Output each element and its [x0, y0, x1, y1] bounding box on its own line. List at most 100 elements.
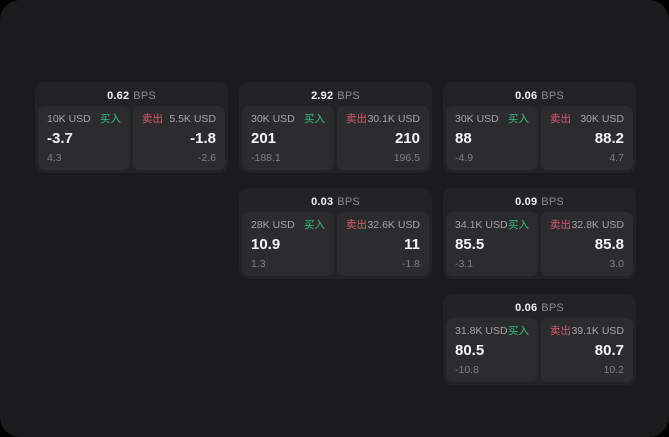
- quote-card[interactable]: 0.62 BPS 10K USD 买入 -3.7 4.3 卖出 5.5K USD: [35, 82, 228, 173]
- bps-unit: BPS: [541, 195, 564, 208]
- bps-header: 0.06 BPS: [446, 297, 633, 318]
- sell-side-label: 卖出: [550, 113, 571, 125]
- sell-amount: 32.6K USD: [367, 219, 420, 231]
- bps-value: 2.92: [311, 89, 334, 102]
- sell-panel-top: 卖出 30K USD: [550, 113, 624, 125]
- sell-panel-top: 卖出 5.5K USD: [142, 113, 216, 125]
- sell-panel[interactable]: 卖出 30.1K USD 210 196.5: [337, 106, 429, 170]
- buy-panel[interactable]: 31.8K USD 买入 80.5 -10.8: [446, 318, 538, 382]
- buy-amount: 30K USD: [251, 113, 295, 125]
- sell-panel[interactable]: 卖出 30K USD 88.2 4.7: [541, 106, 633, 170]
- sell-panel-top: 卖出 30.1K USD: [346, 113, 420, 125]
- buy-panel-top: 34.1K USD 买入: [455, 219, 529, 231]
- sell-price: 88.2: [594, 130, 624, 147]
- quote-card[interactable]: 0.06 BPS 31.8K USD 买入 80.5 -10.8 卖出 39.1…: [443, 294, 636, 385]
- buy-panel-top: 30K USD 买入: [251, 113, 325, 125]
- sell-sub-value: 3.0: [609, 258, 624, 270]
- bps-value: 0.62: [107, 89, 130, 102]
- sell-panel-top: 卖出 39.1K USD: [550, 325, 624, 337]
- quote-panels: 10K USD 买入 -3.7 4.3 卖出 5.5K USD -1.8 -2.…: [38, 106, 225, 170]
- bps-unit: BPS: [541, 301, 564, 314]
- buy-side-label: 买入: [508, 325, 529, 337]
- sell-sub-value: 4.7: [609, 152, 624, 164]
- bps-value: 0.09: [515, 195, 538, 208]
- buy-panel-top: 10K USD 买入: [47, 113, 121, 125]
- buy-panel[interactable]: 10K USD 买入 -3.7 4.3: [38, 106, 130, 170]
- bps-value: 0.06: [515, 301, 538, 314]
- sell-price: -1.8: [190, 130, 216, 147]
- buy-panel[interactable]: 34.1K USD 买入 85.5 -3.1: [446, 212, 538, 276]
- buy-price: 10.9: [251, 236, 281, 253]
- buy-side-label: 买入: [100, 113, 121, 125]
- sell-price: 11: [404, 236, 420, 253]
- buy-panel-top: 30K USD 买入: [455, 113, 529, 125]
- buy-price: 88: [455, 130, 472, 147]
- bps-header: 0.62 BPS: [38, 85, 225, 106]
- sell-panel[interactable]: 卖出 32.6K USD 11 -1.8: [337, 212, 429, 276]
- quote-card[interactable]: 0.03 BPS 28K USD 买入 10.9 1.3 卖出 32.6K US…: [239, 188, 432, 279]
- buy-side-label: 买入: [304, 113, 325, 125]
- bps-unit: BPS: [337, 195, 360, 208]
- quote-card[interactable]: 2.92 BPS 30K USD 买入 201 -188.1 卖出 30.1K …: [239, 82, 432, 173]
- buy-sub-value: -10.8: [455, 364, 479, 376]
- buy-side-label: 买入: [508, 219, 529, 231]
- sell-side-label: 卖出: [550, 219, 571, 231]
- buy-amount: 30K USD: [455, 113, 499, 125]
- sell-price: 85.8: [594, 236, 624, 253]
- sell-amount: 5.5K USD: [169, 113, 216, 125]
- buy-price: -3.7: [47, 130, 73, 147]
- buy-panel[interactable]: 30K USD 买入 201 -188.1: [242, 106, 334, 170]
- sell-amount: 30K USD: [580, 113, 624, 125]
- sell-amount: 30.1K USD: [367, 113, 420, 125]
- buy-price: 201: [251, 130, 277, 147]
- sell-sub-value: 10.2: [603, 364, 624, 376]
- quote-card[interactable]: 0.06 BPS 30K USD 买入 88 -4.9 卖出 30K USD: [443, 82, 636, 173]
- sell-sub-value: -1.8: [401, 258, 420, 270]
- buy-amount: 10K USD: [47, 113, 91, 125]
- bps-unit: BPS: [337, 89, 360, 102]
- sell-panel[interactable]: 卖出 32.8K USD 85.8 3.0: [541, 212, 633, 276]
- sell-panel[interactable]: 卖出 5.5K USD -1.8 -2.6: [133, 106, 225, 170]
- sell-price: 80.7: [594, 342, 624, 359]
- sell-panel-top: 卖出 32.8K USD: [550, 219, 624, 231]
- bps-header: 0.03 BPS: [242, 191, 429, 212]
- sell-amount: 32.8K USD: [571, 219, 624, 231]
- sell-side-label: 卖出: [346, 219, 367, 231]
- sell-side-label: 卖出: [346, 113, 367, 125]
- buy-panel-top: 31.8K USD 买入: [455, 325, 529, 337]
- sell-panel-top: 卖出 32.6K USD: [346, 219, 420, 231]
- quote-panels: 28K USD 买入 10.9 1.3 卖出 32.6K USD 11 -1.8: [242, 212, 429, 276]
- bps-header: 0.06 BPS: [446, 85, 633, 106]
- bps-value: 0.03: [311, 195, 334, 208]
- buy-side-label: 买入: [508, 113, 529, 125]
- sell-sub-value: 196.5: [393, 152, 420, 164]
- sell-side-label: 卖出: [142, 113, 163, 125]
- quote-panels: 34.1K USD 买入 85.5 -3.1 卖出 32.8K USD 85.8…: [446, 212, 633, 276]
- buy-amount: 31.8K USD: [455, 325, 508, 337]
- buy-price: 80.5: [455, 342, 485, 359]
- sell-amount: 39.1K USD: [571, 325, 624, 337]
- buy-amount: 34.1K USD: [455, 219, 508, 231]
- buy-price: 85.5: [455, 236, 485, 253]
- bps-header: 0.09 BPS: [446, 191, 633, 212]
- buy-side-label: 买入: [304, 219, 325, 231]
- sell-side-label: 卖出: [550, 325, 571, 337]
- quote-panels: 31.8K USD 买入 80.5 -10.8 卖出 39.1K USD 80.…: [446, 318, 633, 382]
- buy-sub-value: -188.1: [251, 152, 281, 164]
- bps-header: 2.92 BPS: [242, 85, 429, 106]
- bps-unit: BPS: [541, 89, 564, 102]
- bps-unit: BPS: [133, 89, 156, 102]
- sell-sub-value: -2.6: [197, 152, 216, 164]
- buy-panel[interactable]: 30K USD 买入 88 -4.9: [446, 106, 538, 170]
- quote-card[interactable]: 0.09 BPS 34.1K USD 买入 85.5 -3.1 卖出 32.8K…: [443, 188, 636, 279]
- buy-sub-value: -3.1: [455, 258, 474, 270]
- buy-sub-value: -4.9: [455, 152, 474, 164]
- sell-panel[interactable]: 卖出 39.1K USD 80.7 10.2: [541, 318, 633, 382]
- bps-value: 0.06: [515, 89, 538, 102]
- quotes-grid: 0.62 BPS 10K USD 买入 -3.7 4.3 卖出 5.5K USD: [35, 82, 636, 385]
- buy-sub-value: 1.3: [251, 258, 266, 270]
- buy-sub-value: 4.3: [47, 152, 62, 164]
- buy-amount: 28K USD: [251, 219, 295, 231]
- buy-panel[interactable]: 28K USD 买入 10.9 1.3: [242, 212, 334, 276]
